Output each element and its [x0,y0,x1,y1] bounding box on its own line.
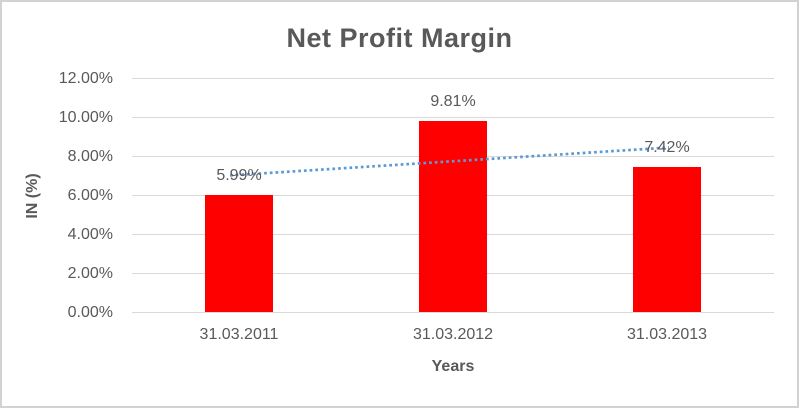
gridline [132,78,774,79]
bar-data-label: 5.99% [216,167,262,185]
y-axis-tick-label: 12.00% [58,69,113,87]
y-axis-tick-label: 10.00% [58,108,113,126]
y-axis-tick-label: 4.00% [67,225,113,243]
x-axis-tick-label: 31.03.2012 [412,326,494,343]
bar-data-label: 9.81% [430,92,476,110]
chart-title: Net Profit Margin [286,23,513,53]
y-axis-tick-label: 8.00% [67,147,113,165]
y-axis-tick-label: 0.00% [67,303,113,321]
y-axis-tick-label: 2.00% [67,264,113,282]
bar-data-label: 7.42% [644,139,690,157]
gridline [132,312,774,313]
bar [633,167,701,312]
x-axis-tick-label: 31.03.2013 [626,326,708,343]
x-axis-tick-label: 31.03.2011 [199,326,279,343]
bar [205,195,273,312]
x-axis-title: Years [431,358,475,375]
gridline [132,117,774,118]
y-axis-tick-label: 6.00% [67,186,113,204]
bar [419,120,487,312]
